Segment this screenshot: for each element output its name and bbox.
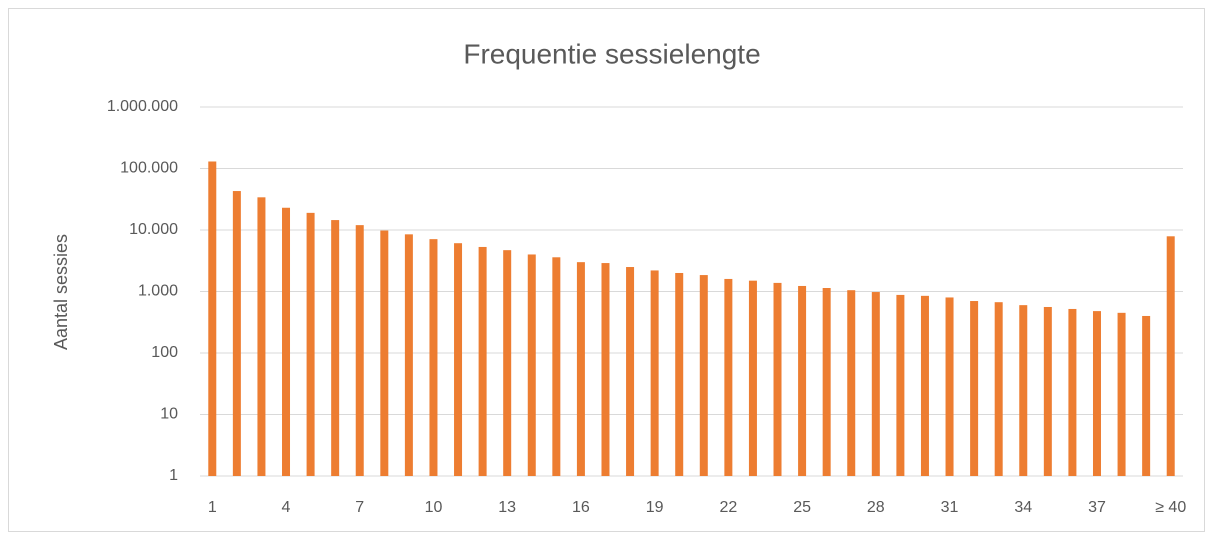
bar [282,207,291,477]
bar [699,275,708,476]
bar [650,270,659,476]
bar [527,254,536,476]
x-tick-label: 16 [572,499,590,516]
bar [331,220,340,476]
bar [626,267,635,476]
bar [896,294,905,476]
bar [404,234,413,476]
bar [1043,306,1052,476]
x-tick-label: 13 [498,499,516,516]
x-tick-label: 19 [646,499,664,516]
bar [355,225,364,476]
x-tick-label: 7 [355,499,364,516]
bar [822,288,831,476]
y-tick-label: 10.000 [129,221,178,238]
bar [920,295,929,476]
bar [454,243,463,476]
bar [1068,308,1077,476]
bar [576,262,585,476]
y-tick-label: 100.000 [120,160,178,177]
bar [232,191,241,476]
x-tick-label: 4 [282,499,291,516]
x-tick-label: 31 [941,499,959,516]
x-tick-label: 1 [208,499,217,516]
bar [871,292,880,476]
bar [552,257,561,476]
y-tick-label: 1.000 [138,283,178,300]
x-tick-label: 25 [793,499,811,516]
x-tick-label: 28 [867,499,885,516]
bar [1142,315,1151,476]
bar [945,297,954,476]
x-tick-label: ≥ 40 [1155,499,1186,516]
bar [724,278,733,476]
bar [1092,311,1101,476]
bar [994,302,1003,476]
bar [1117,312,1126,476]
bar [847,290,856,476]
bar [675,272,684,476]
bar [380,230,389,476]
y-tick-label: 1 [169,467,178,484]
bar [503,250,512,476]
y-axis-label: Aantal sessies [51,234,71,350]
chart-title: Frequentie sessielengte [463,38,760,69]
bar [748,280,757,476]
bar [970,301,979,476]
bar [257,197,266,477]
x-tick-label: 10 [425,499,443,516]
bar [1019,305,1028,476]
bar [773,282,782,476]
y-tick-label: 10 [160,406,178,423]
bar [1166,236,1175,476]
x-tick-label: 22 [719,499,737,516]
bar [798,285,807,476]
bar [478,246,487,476]
bar [306,212,315,476]
bar [601,263,610,476]
x-tick-label: 34 [1014,499,1032,516]
x-tick-label: 37 [1088,499,1106,516]
bar [208,161,217,476]
y-tick-label: 1.000.000 [107,98,178,115]
bar [429,239,438,476]
y-tick-label: 100 [151,344,178,361]
